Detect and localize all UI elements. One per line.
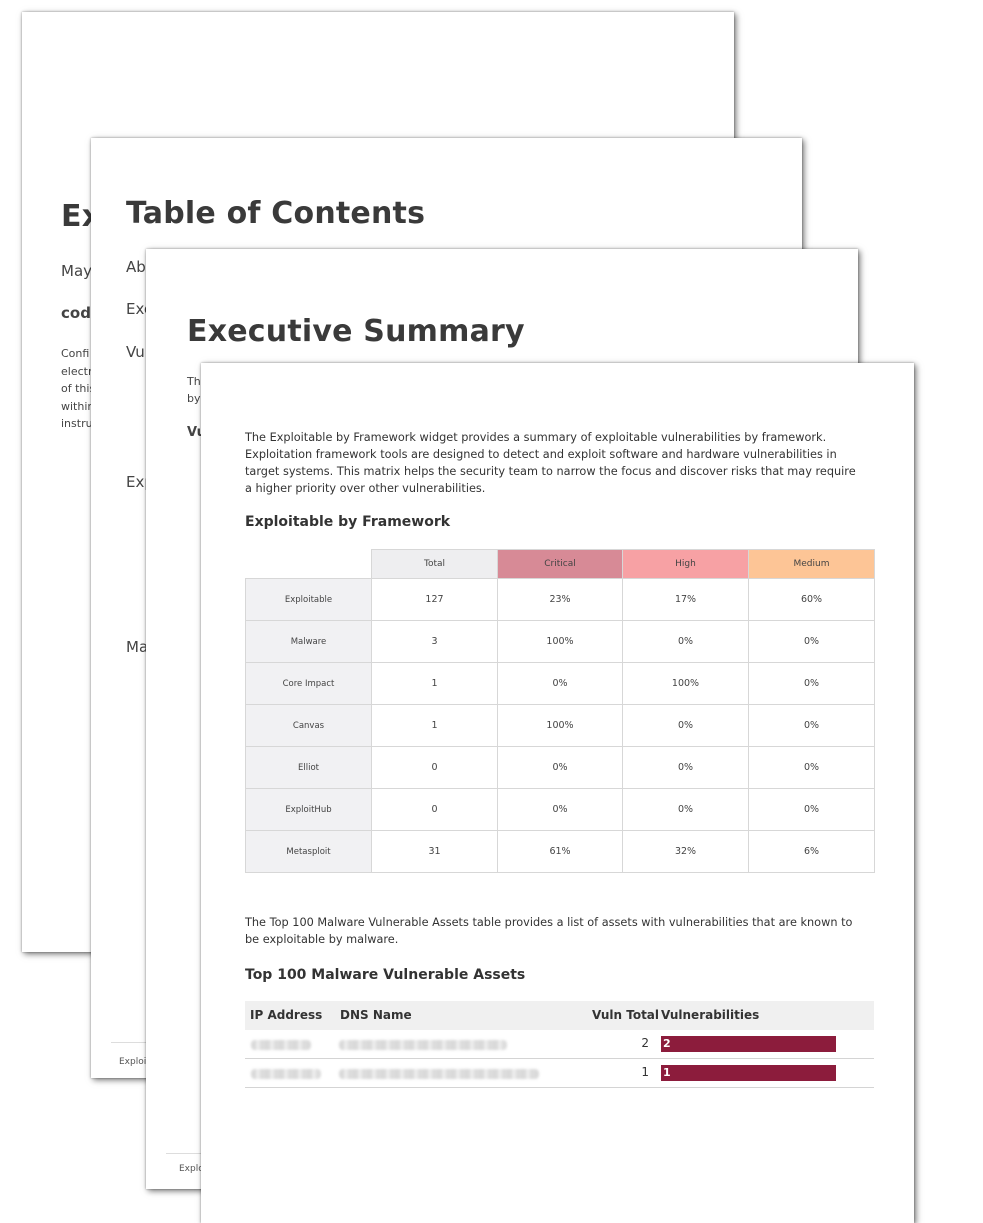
- table-cell: 0%: [497, 746, 623, 789]
- toc-entry: Ab: [126, 258, 146, 276]
- cover-notice: Confi electr of this within instru: [61, 345, 95, 433]
- table-cell: 0%: [748, 788, 875, 831]
- table-row: Metasploit 31 61% 32% 6%: [245, 830, 875, 873]
- row-label: Core Impact: [245, 662, 372, 705]
- column-header-dns: DNS Name: [340, 1008, 412, 1022]
- notice-line: Confi: [61, 347, 90, 360]
- table-cell: 127: [371, 578, 498, 621]
- table-cell: 0%: [748, 662, 875, 705]
- column-header-total: Total: [371, 549, 498, 579]
- malware-intro-text: The Top 100 Malware Vulnerable Assets ta…: [245, 916, 853, 946]
- table-cell: 0%: [748, 704, 875, 747]
- table-cell: 0%: [622, 746, 749, 789]
- notice-line: of this: [61, 382, 96, 395]
- framework-section-title: Exploitable by Framework: [245, 514, 451, 530]
- vuln-total-cell: 2: [641, 1036, 649, 1050]
- column-header-vulnerabilities: Vulnerabilities: [661, 1008, 760, 1022]
- column-header-ip: IP Address: [250, 1008, 323, 1022]
- table-cell: 0%: [622, 704, 749, 747]
- table-row: 1 1: [245, 1059, 874, 1088]
- framework-intro-text: The Exploitable by Framework widget prov…: [245, 431, 856, 495]
- table-row: ExploitHub 0 0% 0% 0%: [245, 788, 875, 831]
- notice-line: within: [61, 399, 95, 413]
- vuln-total-cell: 1: [641, 1065, 649, 1079]
- row-label: Elliot: [245, 746, 372, 789]
- malware-assets-table: IP Address DNS Name Vuln Total Vulnerabi…: [245, 1001, 874, 1088]
- row-label: ExploitHub: [245, 788, 372, 831]
- table-row: Elliot 0 0% 0% 0%: [245, 746, 875, 789]
- cover-author-fragment: cody: [61, 304, 101, 322]
- table-row: Exploitable 127 23% 17% 60%: [245, 578, 875, 621]
- table-cell: 0%: [622, 620, 749, 663]
- row-label: Exploitable: [245, 578, 372, 621]
- table-cell: 100%: [497, 704, 623, 747]
- table-row: Canvas 1 100% 0% 0%: [245, 704, 875, 747]
- table-row: Core Impact 1 0% 100% 0%: [245, 662, 875, 705]
- toc-title: Table of Contents: [126, 196, 426, 231]
- table-cell: 0%: [497, 662, 623, 705]
- malware-section-title: Top 100 Malware Vulnerable Assets: [245, 967, 526, 983]
- table-cell: 100%: [622, 662, 749, 705]
- page-footer: Exploi: [179, 1164, 207, 1174]
- redacted-ip: [251, 1069, 321, 1079]
- exec-summary-title: Executive Summary: [187, 314, 525, 349]
- table-cell: 17%: [622, 578, 749, 621]
- notice-line: electr: [61, 364, 93, 378]
- footer-rule: [111, 1042, 146, 1043]
- table-row: Malware 3 100% 0% 0%: [245, 620, 875, 663]
- toc-entry: Vul: [126, 343, 149, 361]
- table-cell: 23%: [497, 578, 623, 621]
- row-label: Metasploit: [245, 830, 372, 873]
- redacted-dns-name: [339, 1040, 507, 1050]
- table-cell: 1: [371, 662, 498, 705]
- table-corner: [245, 549, 372, 579]
- table-cell: 31: [371, 830, 498, 873]
- table-cell: 3: [371, 620, 498, 663]
- table-cell: 0: [371, 788, 498, 831]
- framework-header-row: Total Critical High Medium: [245, 549, 875, 579]
- table-cell: 100%: [497, 620, 623, 663]
- table-row: 2 2: [245, 1030, 874, 1059]
- report-page-exploitable-framework: The Exploitable by Framework widget prov…: [201, 363, 914, 1223]
- toc-entry: Ma: [126, 638, 149, 656]
- table-cell: 0%: [748, 746, 875, 789]
- table-cell: 0: [371, 746, 498, 789]
- exec-text-line: by: [187, 392, 201, 405]
- table-cell: 32%: [622, 830, 749, 873]
- redacted-dns-name: [339, 1069, 539, 1079]
- column-header-high: High: [622, 549, 749, 579]
- column-header-critical: Critical: [497, 549, 623, 579]
- table-cell: 0%: [497, 788, 623, 831]
- table-cell: 61%: [497, 830, 623, 873]
- row-label: Malware: [245, 620, 372, 663]
- table-cell: 60%: [748, 578, 875, 621]
- malware-table-header: IP Address DNS Name Vuln Total Vulnerabi…: [245, 1001, 874, 1030]
- cover-date-fragment: May: [61, 262, 93, 280]
- exploitable-framework-table: Total Critical High Medium Exploitable 1…: [245, 549, 875, 873]
- redacted-ip: [251, 1040, 311, 1050]
- column-header-medium: Medium: [748, 549, 875, 579]
- page-footer: Exploi: [119, 1057, 147, 1067]
- table-cell: 0%: [622, 788, 749, 831]
- column-header-vuln-total: Vuln Total: [592, 1008, 660, 1022]
- row-label: Canvas: [245, 704, 372, 747]
- exec-text-line: Th: [187, 375, 201, 388]
- table-cell: 6%: [748, 830, 875, 873]
- vulnerability-bar: 1: [661, 1065, 836, 1081]
- notice-line: instru: [61, 417, 93, 430]
- vulnerability-bar: 2: [661, 1036, 836, 1052]
- footer-rule: [166, 1153, 201, 1154]
- table-cell: 1: [371, 704, 498, 747]
- table-cell: 0%: [748, 620, 875, 663]
